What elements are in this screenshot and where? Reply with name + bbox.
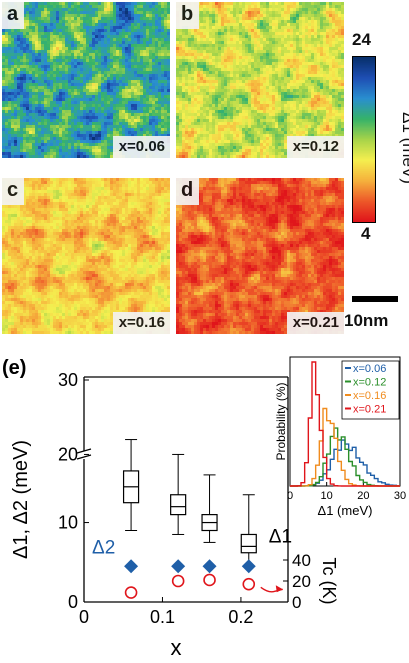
doping-label: x=0.12 [286,136,344,158]
colorbar-max-label: 24 [352,30,371,49]
x-axis-label: x [171,635,182,660]
tc-point [124,586,138,599]
inset-x-axis-label: Δ1 (meV) [318,503,373,518]
delta2-point [202,559,217,574]
delta2-point [171,559,186,574]
x-tick-label: 0.1 [150,607,175,627]
y-right-tick-label: 0 [292,593,301,612]
inset-histogram-line [290,361,400,487]
legend-label: x=0.16 [353,390,386,402]
delta2-label: Δ2 [92,538,115,559]
panel-letter: b [176,2,200,29]
doping-label: x=0.06 [112,136,170,158]
delta1-label: Δ1 [269,526,292,547]
legend-label: x=0.06 [353,363,386,375]
tc-point [171,574,185,588]
inset-y-axis-label: Probability (%) [274,382,288,460]
y-axis-label: Δ1, Δ2 (meV) [10,440,32,559]
y-tick-label: 0 [68,592,78,612]
inset-x-tick-label: 0 [287,490,293,502]
y-right-tick-label: 40 [292,551,311,570]
colorbar-min-label: 4 [361,224,371,243]
colorbar [352,56,376,223]
delta2-point [124,559,139,574]
box-iqr [240,533,257,554]
legend-label: x=0.21 [353,404,386,416]
x-tick-label: 0 [79,607,89,627]
y-right-tick-label: 20 [292,572,311,591]
tc-point [203,573,216,587]
delta2-point [241,559,256,574]
axis-break-gap [77,451,91,459]
gap-map-a: a x=0.06 [2,2,170,158]
panel-letter: a [2,2,25,29]
inset-x-tick-label: 20 [357,490,369,502]
x-tick-label: 0.2 [228,607,253,627]
gap-map-d-image [176,178,344,334]
box-iqr [170,494,187,516]
inset-x-tick-label: 30 [394,490,406,502]
panel-label-e: (e) [2,357,26,379]
panel-letter: d [176,178,200,205]
axis-break-mark [76,448,92,460]
doping-label: x=0.21 [286,312,344,334]
gap-map-c: c x=0.16 [2,178,170,334]
legend-label: x=0.12 [353,377,386,389]
colorbar-gradient [353,57,375,222]
gap-map-b-image [176,2,344,158]
y-right-axis-label: Tc (K) [319,558,339,605]
scale-bar-label: 10nm [344,311,389,330]
gap-map-b: b x=0.12 [176,2,344,158]
panel-letter: c [2,178,25,205]
tc-point [242,577,256,591]
inset-x-tick-label: 10 [321,490,333,502]
scale-bar [352,296,398,302]
y-tick-label: 20 [58,444,78,464]
gap-map-a-image [2,2,170,158]
y-tick-label: 30 [58,370,78,390]
tc-arrow-line [260,586,283,593]
gap-map-d: d x=0.21 [176,178,344,334]
y-tick-label: 10 [58,513,78,533]
gap-map-c-image [2,178,170,334]
doping-label: x=0.16 [112,312,170,334]
tc-arrow-head [275,585,283,593]
inset-legend [341,360,400,420]
